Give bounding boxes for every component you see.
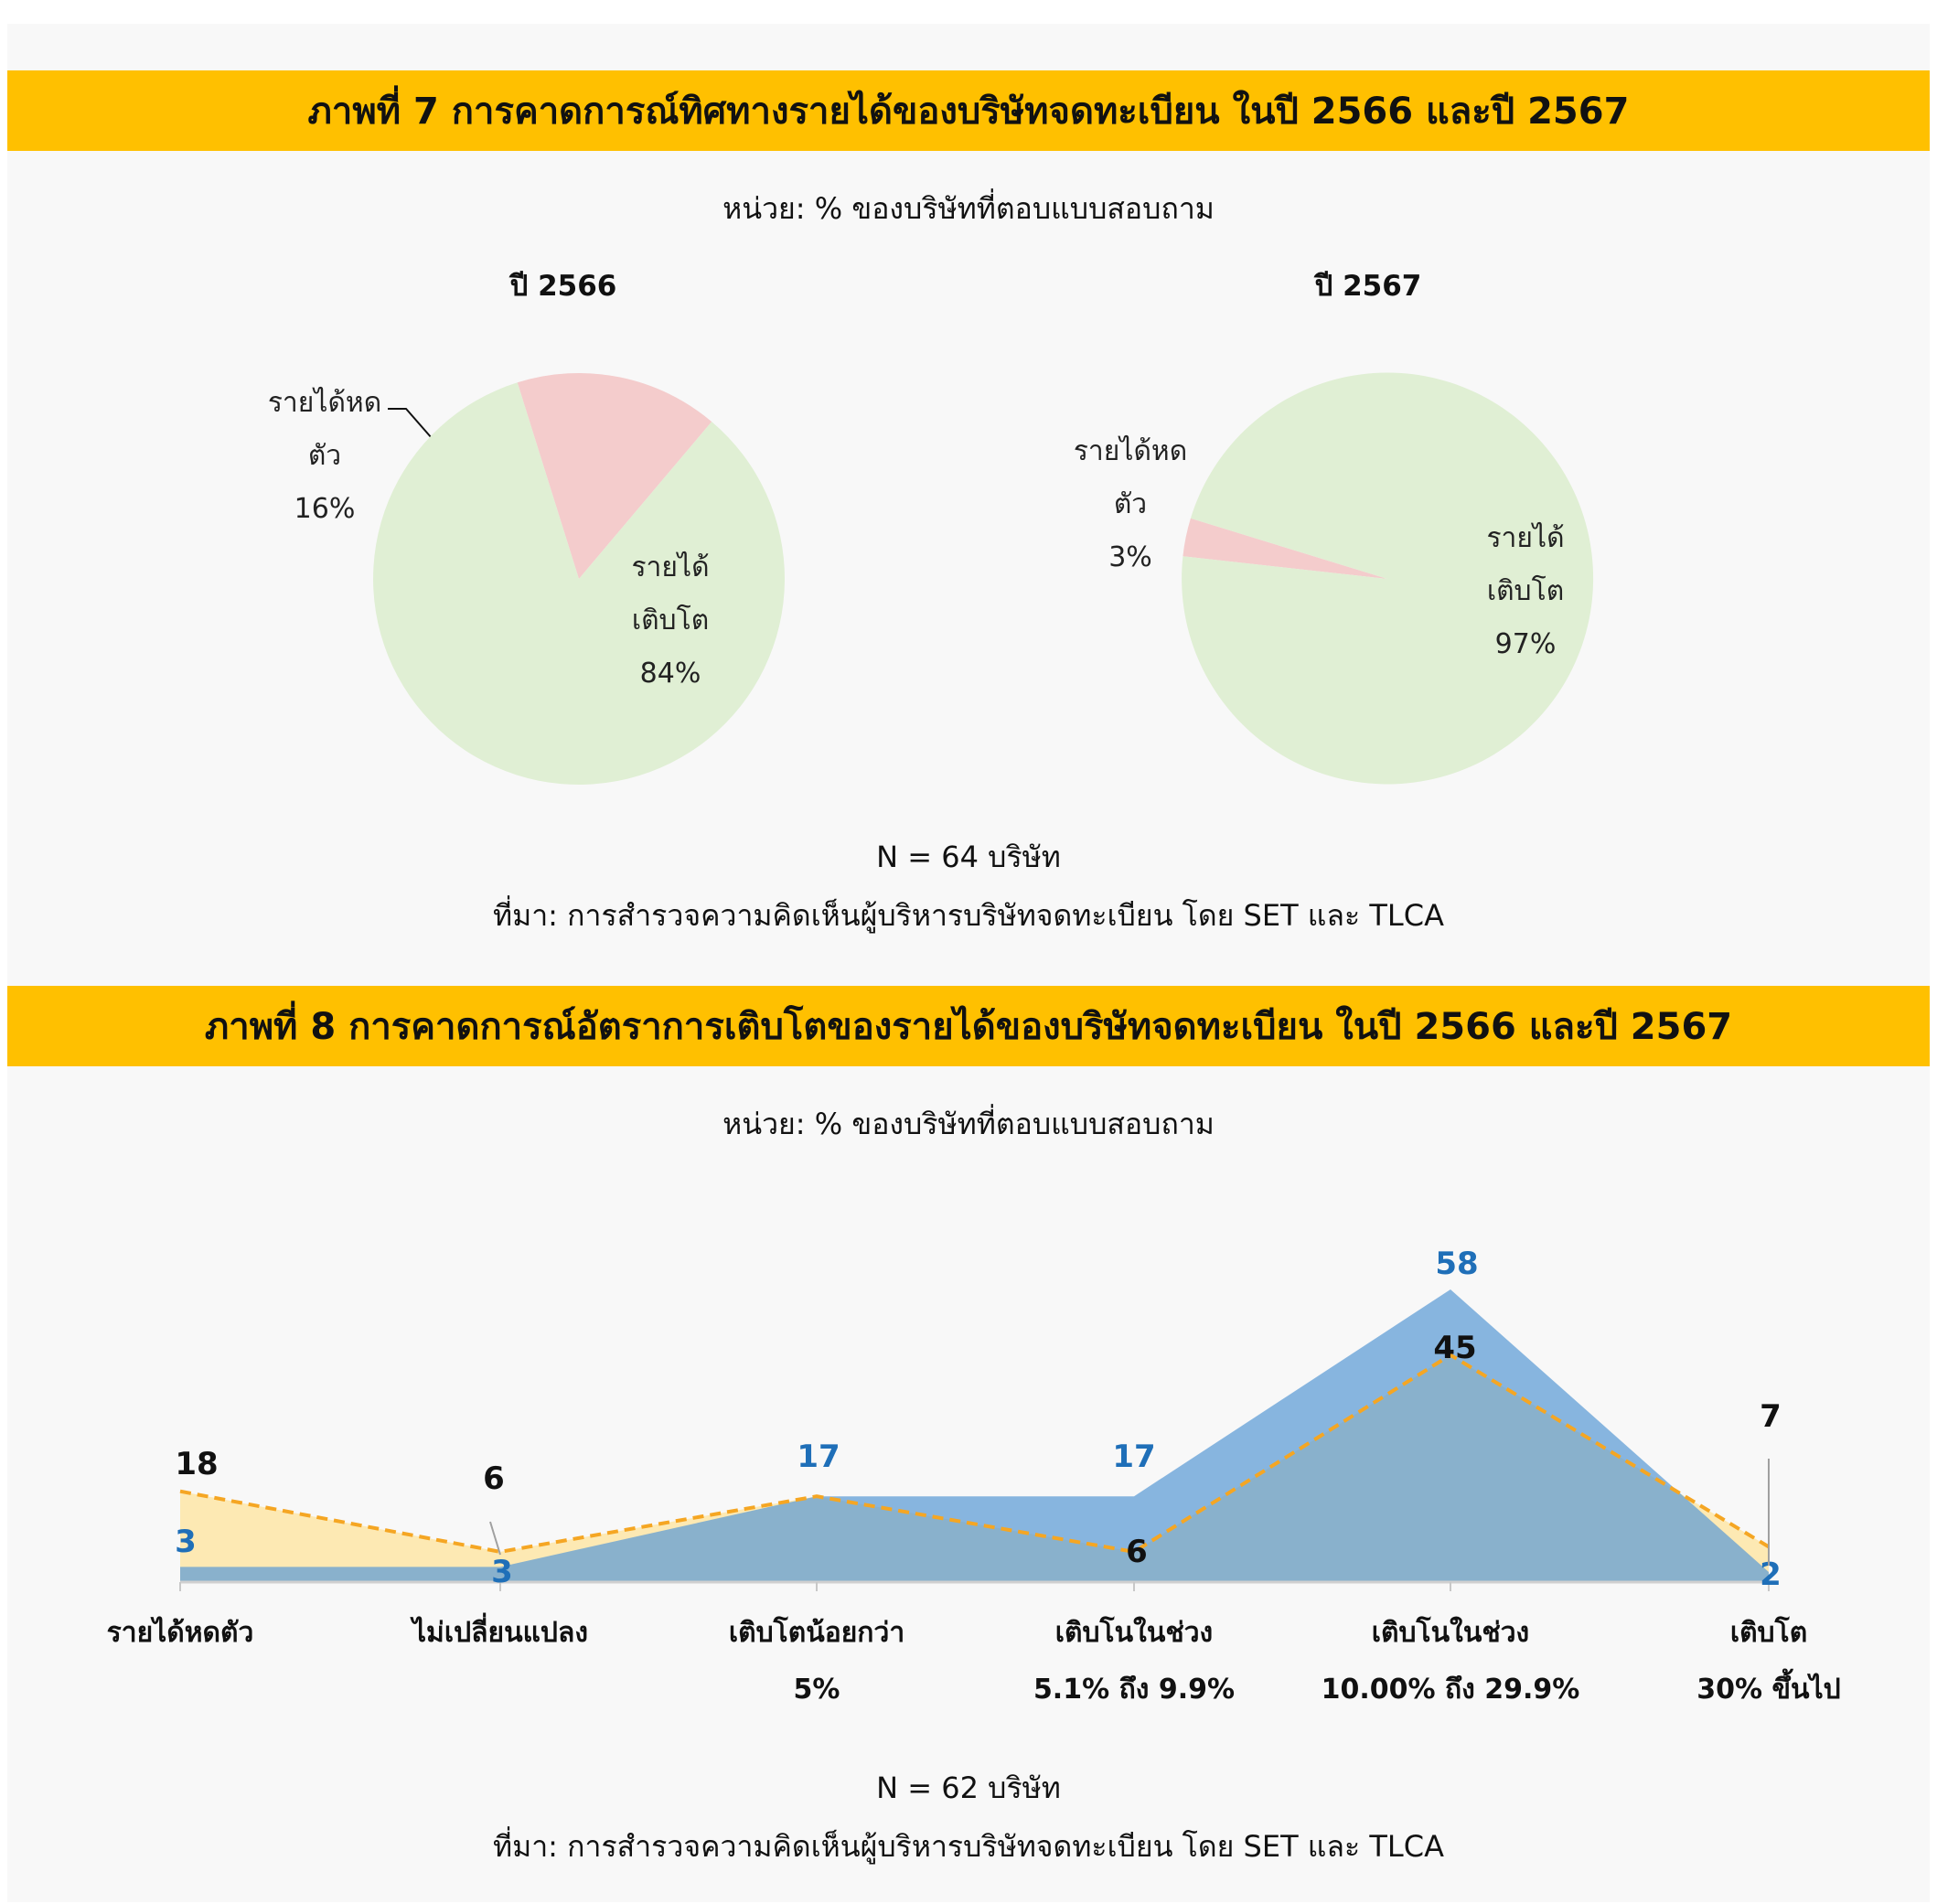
series2-data-label: 6 [1126,1534,1148,1570]
pie-slice-label: รายได้หดตัว 16% [268,386,381,525]
figure7-n-label: N = 64 บริษัท [876,840,1061,874]
pie-slice [1182,372,1594,785]
series2-data-label: 18 [175,1446,218,1482]
pie-title: ปี 2567 [1313,270,1421,303]
pie-slice [1183,518,1387,579]
series1-data-label: 3 [175,1524,197,1560]
pie-slice [517,372,712,579]
pie-label-line: รายได้ [1486,521,1564,554]
x-tick-label: 5% [794,1674,840,1706]
pie-slice [373,382,786,785]
pie-value-label: 3% [1108,541,1152,573]
x-tick-label: 30% ขึ้นไป [1696,1668,1840,1706]
pie-label-line: รายได้หด [268,386,381,419]
figure8-unit: หน่วย: % ของบริษัทที่ตอบแบบสอบถาม [722,1107,1215,1141]
series1-data-label: 3 [491,1554,513,1590]
pie-label-line: ตัว [308,440,341,472]
pie-title: ปี 2566 [508,270,616,303]
x-tick-label: เติบโตน้อยกว่า [729,1615,904,1649]
series1-data-label: 58 [1435,1246,1478,1282]
series1-area [180,1289,1769,1582]
figure7-title: ภาพที่ 7 การคาดการณ์ทิศทางรายได้ของบริษั… [7,70,1930,151]
series2-data-label: 6 [483,1460,505,1497]
pie-slice-label: รายได้เติบโต 84% [631,551,709,690]
pie-label-line: รายได้ [631,551,709,583]
pie-label-line: เติบโต [632,604,709,636]
x-tick-label: ไม่เปลี่ยนแปลง [410,1612,588,1649]
series2-data-label: 45 [1433,1330,1476,1366]
pie-value-label: 97% [1495,628,1557,660]
pie-slice-label: รายได้เติบโต 97% [1486,521,1564,660]
figure7-unit: หน่วย: % ของบริษัทที่ตอบแบบสอบถาม [722,191,1215,226]
series1-data-label: 17 [797,1439,840,1475]
pie-value-label: 84% [640,658,701,690]
series1-data-label: 17 [1112,1439,1155,1475]
x-tick-label: รายได้หดตัว [107,1616,254,1649]
series2-line [179,1353,1771,1555]
pie-label-line: รายได้หด [1074,434,1187,467]
figure-panel [7,24,1930,1902]
pie-label-line: เติบโต [1487,574,1564,607]
figure8-source: ที่มา: การสำรวจความคิดเห็นผู้บริหารบริษั… [493,1829,1444,1864]
data-label-leader [489,1521,501,1556]
pie-leader-line [388,408,433,439]
x-tick-label: เติบโนในช่วง [1372,1615,1529,1649]
x-tick-label: 5.1% ถึง 9.9% [1033,1674,1235,1706]
pie-slice-label: รายได้หดตัว 3% [1074,434,1187,573]
x-tick-label: 10.00% ถึง 29.9% [1322,1674,1580,1706]
series1-data-label: 2 [1760,1556,1782,1593]
figure8-title: ภาพที่ 8 การคาดการณ์อัตราการเติบโตของราย… [7,986,1930,1066]
x-tick-label: เติบโนในช่วง [1055,1615,1213,1649]
pie-label-line: ตัว [1114,488,1147,520]
figure8-n-label: N = 62 บริษัท [876,1770,1061,1805]
pie-value-label: 16% [294,493,356,525]
x-tick-label: เติบโต [1730,1615,1807,1649]
series2-data-label: 7 [1760,1398,1782,1435]
figure7-source: ที่มา: การสำรวจความคิดเห็นผู้บริหารบริษั… [493,898,1444,933]
